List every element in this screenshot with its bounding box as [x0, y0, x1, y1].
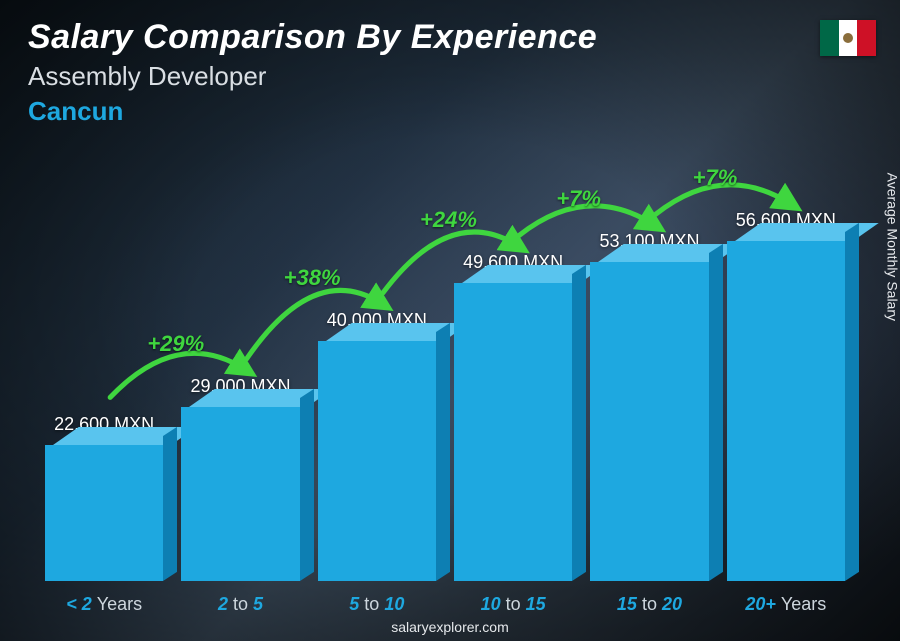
- bar-front-face: [181, 407, 299, 581]
- bar-side-face: [572, 265, 586, 581]
- y-axis-label: Average Monthly Salary: [884, 172, 900, 320]
- bar-slot: 22,600 MXN: [45, 414, 163, 581]
- bar-front-face: [590, 262, 708, 581]
- bar-front-face: [454, 283, 572, 581]
- bar-slot: 29,000 MXN: [181, 376, 299, 581]
- growth-arc-label: +24%: [420, 207, 477, 233]
- flag-stripe-white: [839, 20, 858, 56]
- growth-arc-label: +7%: [693, 165, 738, 191]
- country-flag-mexico: [820, 20, 876, 56]
- x-axis-label: 5 to 10: [318, 594, 436, 615]
- bar-slot: 56,600 MXN: [727, 210, 845, 581]
- bar-side-face: [163, 427, 177, 581]
- bar: [590, 262, 708, 581]
- x-axis-label: 20+ Years: [727, 594, 845, 615]
- bar: [181, 407, 299, 581]
- bar: [318, 341, 436, 581]
- chart-location: Cancun: [28, 96, 597, 127]
- bar-slot: 53,100 MXN: [590, 231, 708, 581]
- bar-front-face: [45, 445, 163, 581]
- x-axis-label: 10 to 15: [454, 594, 572, 615]
- header: Salary Comparison By Experience Assembly…: [28, 18, 597, 127]
- chart-subtitle: Assembly Developer: [28, 61, 597, 92]
- bar-slot: 49,600 MXN: [454, 252, 572, 581]
- x-axis-label: 2 to 5: [181, 594, 299, 615]
- bar-side-face: [709, 244, 723, 581]
- growth-arc-label: +38%: [284, 265, 341, 291]
- bar: [45, 445, 163, 581]
- bar: [454, 283, 572, 581]
- x-axis-label: < 2 Years: [45, 594, 163, 615]
- bar-front-face: [727, 241, 845, 581]
- flag-stripe-red: [857, 20, 876, 56]
- x-axis-labels: < 2 Years 2 to 5 5 to 10 10 to 15 15 to 20 20…: [45, 594, 845, 615]
- bar-front-face: [318, 341, 436, 581]
- bar-slot: 40,000 MXN: [318, 310, 436, 581]
- bar: [727, 241, 845, 581]
- growth-arc-label: +7%: [556, 186, 601, 212]
- growth-arc-label: +29%: [147, 331, 204, 357]
- flag-stripe-green: [820, 20, 839, 56]
- footer-credit: salaryexplorer.com: [0, 619, 900, 635]
- chart-title: Salary Comparison By Experience: [28, 18, 597, 57]
- x-axis-label: 15 to 20: [590, 594, 708, 615]
- bar-side-face: [300, 389, 314, 581]
- bar-side-face: [845, 223, 859, 581]
- bar-side-face: [436, 323, 450, 581]
